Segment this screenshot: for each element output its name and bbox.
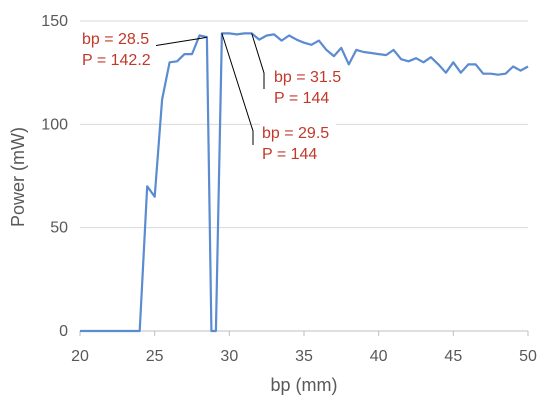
- annotation-bg-0-0: [80, 29, 156, 48]
- x-axis-title: bp (mm): [271, 375, 338, 395]
- annotation-bg-0-1: [80, 50, 156, 69]
- annotation-2: bp = 29.5 P = 144: [221, 33, 336, 163]
- y-tick-label-1: 50: [50, 220, 68, 237]
- annotation-text-0-1: P = 142.2: [82, 52, 151, 69]
- x-tick-label-1: 25: [146, 348, 164, 365]
- y-tick-label-0: 0: [59, 323, 68, 340]
- annotation-leader-1: [251, 33, 265, 89]
- y-tick-label-2: 100: [41, 116, 68, 133]
- annotation-text-2-0: bp = 29.5: [262, 125, 329, 142]
- x-tick-label-3: 35: [295, 348, 313, 365]
- x-tick-label-2: 30: [220, 348, 238, 365]
- y-axis-title: Power (mW): [8, 127, 28, 227]
- series-line-0: [80, 32, 529, 333]
- annotation-bg-2-0: [260, 123, 336, 142]
- annotation-leader-0: [152, 36, 208, 47]
- annotation-0: bp = 28.5 P = 142.2: [80, 29, 208, 69]
- annotation-1: bp = 31.5 P = 144: [251, 33, 348, 107]
- annotation-bg-1-1: [272, 88, 348, 107]
- x-tick-label-6: 50: [519, 348, 537, 365]
- annotation-text-1-0: bp = 31.5: [274, 69, 341, 86]
- annotation-bg-1-0: [272, 67, 348, 86]
- x-tick-label-4: 40: [370, 348, 388, 365]
- annotation-text-0-0: bp = 28.5: [82, 31, 149, 48]
- annotation-text-1-1: P = 144: [274, 90, 329, 107]
- annotation-text-2-1: P = 144: [262, 146, 317, 163]
- x-tick-label-5: 45: [444, 348, 462, 365]
- annotation-leader-2: [221, 33, 254, 145]
- y-tick-label-3: 150: [41, 13, 68, 30]
- tick-labels: 0 50 100 150 20 25 30 35 40 45 50: [41, 13, 537, 365]
- axes: [79, 330, 529, 336]
- annotation-bg-2-1: [260, 144, 336, 163]
- x-tick-label-0: 20: [71, 348, 89, 365]
- data-series: [80, 32, 529, 333]
